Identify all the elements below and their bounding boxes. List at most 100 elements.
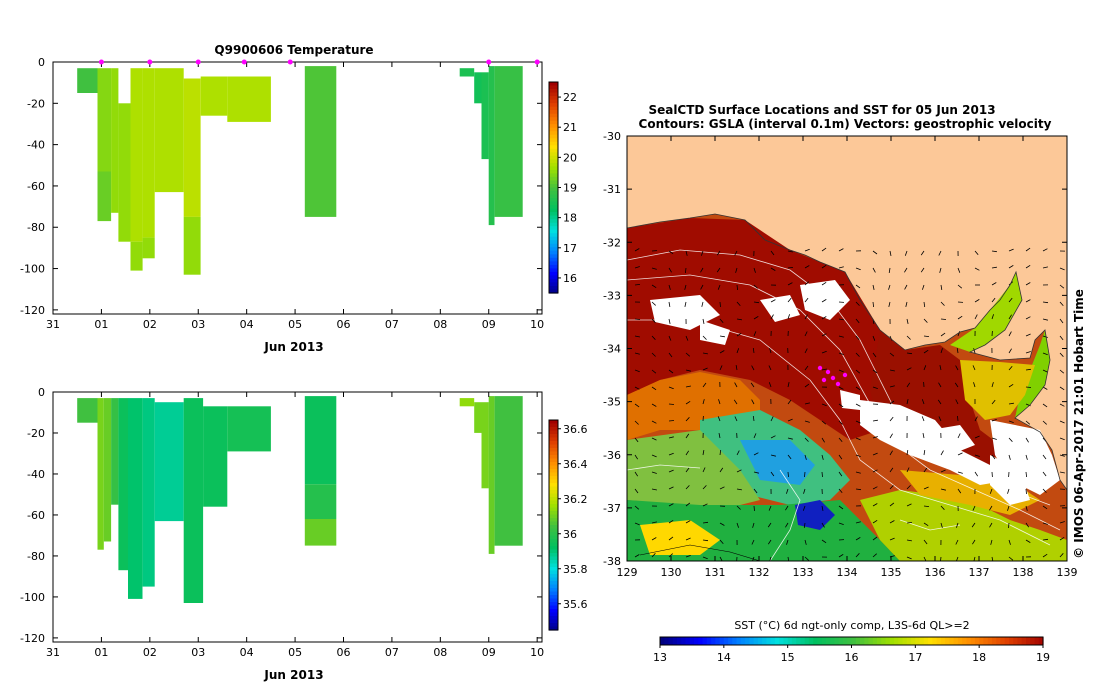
velocity-vector <box>957 267 961 273</box>
map-x-tick-label: 139 <box>1057 566 1078 579</box>
velocity-vector <box>888 301 891 307</box>
velocity-vector <box>787 556 790 561</box>
velocity-vector <box>804 348 808 354</box>
velocity-vector <box>1025 351 1031 354</box>
colorbar-step <box>549 525 558 530</box>
velocity-vector <box>956 348 959 354</box>
velocity-vector <box>821 350 827 354</box>
velocity-vector <box>668 469 674 473</box>
velocity-vector <box>855 284 861 289</box>
colorbar-step <box>702 637 708 645</box>
colorbar-tick-label: 36.2 <box>563 493 588 506</box>
colorbar-step <box>736 637 742 645</box>
y-tick-label: -60 <box>27 180 45 193</box>
velocity-vector <box>974 435 980 439</box>
velocity-vector <box>736 332 742 337</box>
velocity-vector <box>955 399 959 405</box>
velocity-vector <box>685 433 690 439</box>
colorbar-step <box>549 451 558 456</box>
velocity-vector <box>872 250 878 255</box>
colorbar-step <box>549 448 558 453</box>
seal-location <box>830 375 836 381</box>
velocity-vector <box>1008 314 1012 320</box>
velocity-vector <box>940 505 945 510</box>
velocity-vector <box>838 522 844 525</box>
velocity-vector <box>872 352 877 358</box>
map-y-tick-label: -36 <box>603 449 621 462</box>
cloud-gap <box>990 420 1060 495</box>
colorbar-step <box>549 138 558 143</box>
velocity-vector <box>651 521 657 524</box>
x-tick-label: 03 <box>191 646 205 659</box>
velocity-vector <box>990 539 993 545</box>
velocity-vector <box>939 365 942 371</box>
colorbar-step <box>549 286 558 291</box>
velocity-vector <box>906 539 912 542</box>
y-tick-label: -80 <box>27 221 45 234</box>
velocity-vector <box>668 503 674 507</box>
colorbar-step <box>549 486 558 491</box>
colorbar-step <box>549 549 558 554</box>
velocity-vector <box>804 420 810 423</box>
velocity-vector <box>991 282 997 286</box>
velocity-vector <box>684 301 687 307</box>
velocity-vector <box>1042 471 1047 477</box>
velocity-vector <box>991 297 996 303</box>
velocity-vector <box>634 437 639 443</box>
colorbar-step <box>732 637 738 645</box>
colorbar-step <box>549 134 558 139</box>
velocity-vector <box>889 400 895 405</box>
colorbar-step <box>864 637 870 645</box>
velocity-vector <box>906 352 913 355</box>
velocity-vector <box>872 452 878 456</box>
velocity-vector <box>974 314 978 320</box>
map-y-tick-label: -30 <box>603 130 621 143</box>
colorbar-step <box>549 233 558 238</box>
colorbar-step <box>549 152 558 157</box>
velocity-vector <box>804 314 808 320</box>
colorbar-step <box>723 637 729 645</box>
velocity-vector <box>957 433 961 439</box>
plot-frame <box>52 391 543 643</box>
velocity-vector <box>752 415 755 422</box>
velocity-vector <box>717 284 721 290</box>
velocity-vector <box>668 436 674 439</box>
velocity-vector <box>889 433 893 439</box>
gsla-contour <box>639 544 761 561</box>
velocity-vector <box>923 505 930 507</box>
velocity-vector <box>956 522 959 528</box>
colorbar-step <box>549 619 558 624</box>
colorbar-step <box>549 103 558 108</box>
colorbar-step <box>549 490 558 495</box>
velocity-vector <box>991 437 997 440</box>
velocity-vector <box>923 301 926 308</box>
velocity-vector <box>872 301 874 308</box>
colorbar-tick-label: 18 <box>563 212 577 225</box>
velocity-vector <box>821 333 827 337</box>
velocity-vector <box>787 418 793 422</box>
colorbar-step <box>796 637 802 645</box>
profile-cell <box>227 406 271 452</box>
colorbar-step <box>549 626 558 631</box>
velocity-vector <box>855 521 861 524</box>
colorbar-step <box>549 187 558 192</box>
colorbar-step <box>549 236 558 241</box>
y-tick-label: -120 <box>20 304 45 317</box>
profile-marker <box>195 59 201 65</box>
colorbar-step <box>549 430 558 435</box>
velocity-vector <box>838 352 844 355</box>
profile-cell <box>183 398 204 603</box>
profile-cell <box>304 519 337 546</box>
velocity-vector <box>804 281 810 286</box>
velocity-vector <box>767 539 772 545</box>
colorbar-step <box>928 637 933 645</box>
velocity-vector <box>923 349 929 354</box>
colorbar-step <box>549 420 558 425</box>
profile-cell <box>118 103 131 242</box>
velocity-vector <box>753 433 757 439</box>
velocity-vector <box>787 382 790 388</box>
velocity-vector <box>717 416 721 422</box>
seal-location <box>821 377 827 383</box>
velocity-vector <box>634 369 640 373</box>
